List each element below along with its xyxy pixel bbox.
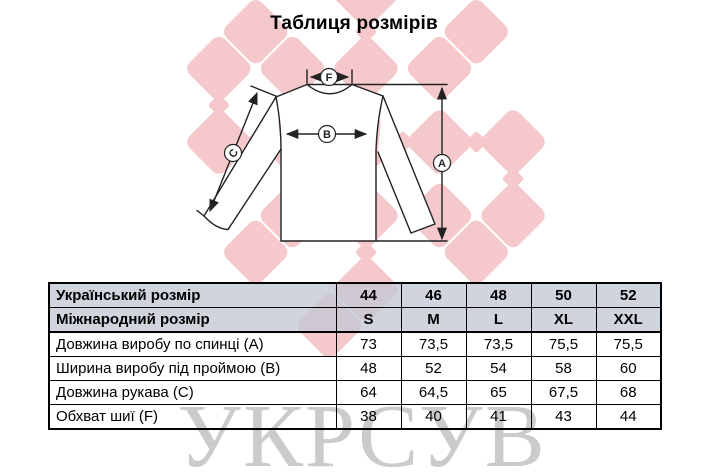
row-value: 67,5 xyxy=(530,380,597,405)
row-value: 41 xyxy=(465,404,532,430)
row-value: 48 xyxy=(465,282,532,308)
table-row-header-1: Міжнародний розмір S M L XL XXL xyxy=(48,307,662,333)
row-value: 44 xyxy=(595,404,662,430)
row-value: XL xyxy=(530,307,597,333)
row-label: Обхват шиї (F) xyxy=(48,404,337,430)
row-value: 64,5 xyxy=(400,380,467,405)
label-a: A xyxy=(438,158,446,170)
row-value: 38 xyxy=(335,404,402,430)
label-b: B xyxy=(323,129,331,141)
row-value: 44 xyxy=(335,282,402,308)
row-value: 60 xyxy=(595,356,662,381)
measure-labels: F B A C xyxy=(223,67,452,173)
row-label: Міжнародний розмір xyxy=(48,307,337,333)
row-label: Довжина рукава (C) xyxy=(48,380,337,405)
row-value: 48 xyxy=(335,356,402,381)
row-value: 65 xyxy=(465,380,532,405)
row-value: 73 xyxy=(335,331,402,357)
label-circle-a xyxy=(432,153,452,173)
row-value: 52 xyxy=(400,356,467,381)
row-value: 75,5 xyxy=(595,331,662,357)
row-label: Довжина виробу по спинці (A) xyxy=(48,331,337,357)
table-row-data-2: Довжина рукава (C) 64 64,5 65 67,5 68 xyxy=(48,380,662,405)
table-row-data-0: Довжина виробу по спинці (A) 73 73,5 73,5 75… xyxy=(48,331,662,357)
shirt-body-fill xyxy=(204,84,435,241)
table-row-data-1: Ширина виробу під проймою (B) 48 52 54 58 60 xyxy=(48,356,662,381)
row-value: 64 xyxy=(335,380,402,405)
table-row-header-0: Український розмір 44 46 48 50 52 xyxy=(48,282,662,308)
label-circle-f xyxy=(319,67,339,87)
row-label: Ширина виробу під проймою (B) xyxy=(48,356,337,381)
label-circle-c xyxy=(223,143,243,163)
row-value: 68 xyxy=(595,380,662,405)
row-value: 46 xyxy=(400,282,467,308)
row-value: M xyxy=(400,307,467,333)
label-f: F xyxy=(326,72,333,84)
table-row-data-3: Обхват шиї (F) 38 40 41 43 44 xyxy=(48,404,662,430)
row-value: 73,5 xyxy=(465,331,532,357)
row-label: Український розмір xyxy=(48,282,337,308)
row-value: 54 xyxy=(465,356,532,381)
page-title: Таблиця розмірів xyxy=(270,13,438,34)
row-value: 52 xyxy=(595,282,662,308)
row-value: 73,5 xyxy=(400,331,467,357)
row-value: S xyxy=(335,307,402,333)
row-value: 43 xyxy=(530,404,597,430)
row-value: L xyxy=(465,307,532,333)
row-value: 58 xyxy=(530,356,597,381)
row-value: 75,5 xyxy=(530,331,597,357)
label-circle-b xyxy=(317,124,337,144)
row-value: XXL xyxy=(595,307,662,333)
row-value: 50 xyxy=(530,282,597,308)
size-table: Український розмір 44 46 48 50 52 Міжнародний … xyxy=(48,282,662,430)
row-value: 40 xyxy=(400,404,467,430)
